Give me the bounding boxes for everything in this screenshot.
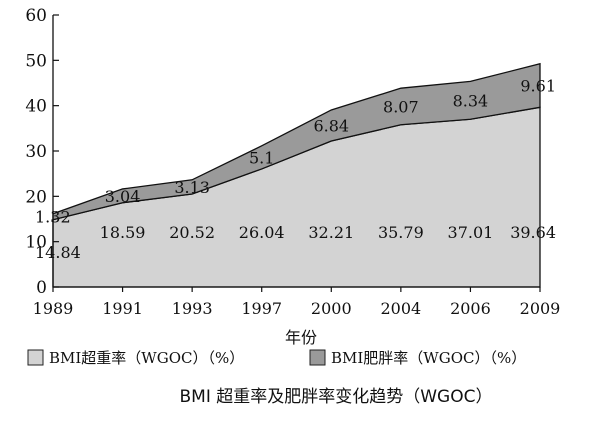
legend-swatch-overweight xyxy=(27,349,44,366)
y-tick-label: 40 xyxy=(25,97,47,117)
data-label-obesity: 3.13 xyxy=(174,178,210,197)
y-tick-label: 50 xyxy=(25,51,47,71)
data-label-obesity: 5.1 xyxy=(249,148,274,167)
legend-label-overweight: BMI超重率（WGOC）（%） xyxy=(49,349,244,367)
y-tick-label: 30 xyxy=(25,142,47,162)
y-tick-label: 60 xyxy=(25,6,47,26)
x-tick-label: 1993 xyxy=(172,299,213,318)
data-label-obesity: 3.04 xyxy=(105,187,141,206)
data-label-obesity: 9.61 xyxy=(520,77,556,96)
data-label-overweight: 37.01 xyxy=(448,223,494,242)
x-tick-label: 2006 xyxy=(450,299,491,318)
x-tick-label: 2004 xyxy=(380,299,421,318)
x-tick-label: 1991 xyxy=(102,299,143,318)
data-label-overweight: 39.64 xyxy=(510,223,556,242)
x-axis-ticks: 1989 1991 1993 1997 2000 2004 2006 2009 xyxy=(33,287,561,318)
data-label-overweight: 14.84 xyxy=(35,243,81,262)
y-tick-label: 20 xyxy=(25,187,47,207)
y-tick-label: 10 xyxy=(25,233,47,253)
data-label-overweight: 20.52 xyxy=(169,223,215,242)
data-label-overweight: 26.04 xyxy=(239,223,285,242)
data-label-obesity: 8.34 xyxy=(453,91,489,110)
data-label-obesity: 6.84 xyxy=(313,116,349,135)
x-tick-label: 1989 xyxy=(33,299,74,318)
area-obesity xyxy=(52,62,541,221)
data-label-overweight: 18.59 xyxy=(100,223,146,242)
data-label-overweight: 35.79 xyxy=(378,223,424,242)
x-axis-label: 年份 xyxy=(285,328,317,347)
legend-swatch-obesity xyxy=(309,349,326,366)
data-label-obesity: 8.07 xyxy=(383,97,419,116)
x-tick-label: 1997 xyxy=(241,299,282,318)
chart-areas xyxy=(52,62,541,288)
data-labels: 14.84 18.59 20.52 26.04 32.21 35.79 37.01 39.64… xyxy=(35,77,556,262)
data-label-obesity: 1.32 xyxy=(35,208,71,227)
y-axis-ticks: 0 10 20 30 40 50 60 xyxy=(25,6,59,298)
x-tick-label: 2000 xyxy=(311,299,352,318)
x-tick-label: 2009 xyxy=(520,299,561,318)
chart-title: BMI 超重率及肥胖率变化趋势（WGOC） xyxy=(180,387,493,407)
data-label-overweight: 32.21 xyxy=(308,223,354,242)
legend: BMI超重率（WGOC）（%） BMI肥胖率（WGOC）（%） xyxy=(27,349,526,367)
y-tick-label: 0 xyxy=(36,278,47,298)
legend-label-obesity: BMI肥胖率（WGOC）（%） xyxy=(331,349,526,367)
